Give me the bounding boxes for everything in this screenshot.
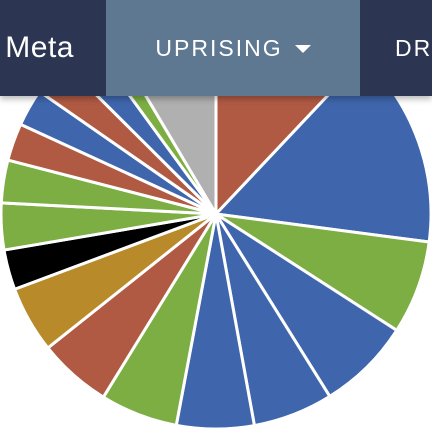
nav-item-dr[interactable]: DR [360,0,432,96]
top-navbar: Meta UPRISING DR [0,0,432,96]
nav-item-meta[interactable]: Meta [0,0,106,96]
nav-item-uprising[interactable]: UPRISING [106,0,360,96]
nav-item-meta-label: Meta [5,31,74,64]
nav-item-dr-label: DR [395,34,432,61]
nav-item-uprising-label: UPRISING [155,34,283,61]
caret-down-icon [294,45,311,53]
